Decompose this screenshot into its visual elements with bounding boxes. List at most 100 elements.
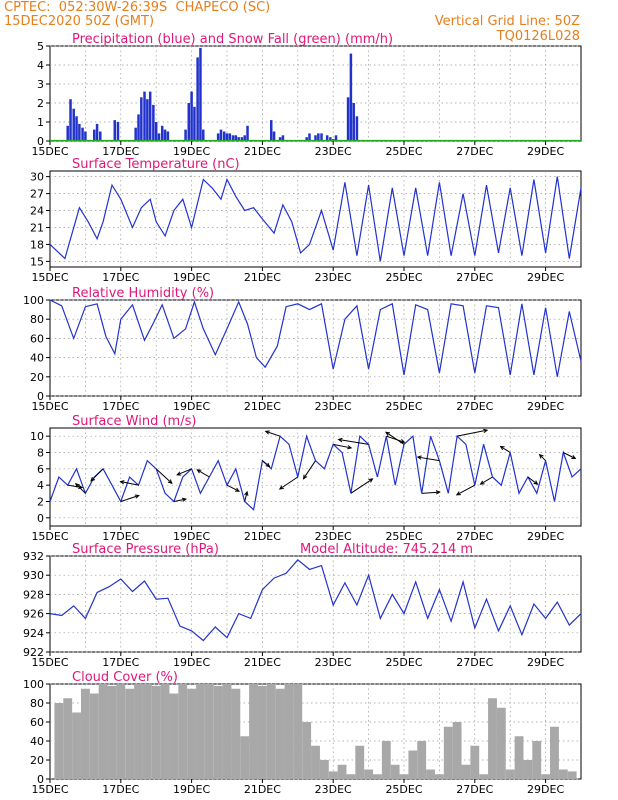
bar xyxy=(558,769,568,779)
bar xyxy=(187,688,197,779)
x-tick-label: 21DEC xyxy=(244,656,281,669)
bar xyxy=(257,685,267,779)
wind-arrowhead xyxy=(337,437,343,443)
vertical-grid-label: Vertical Grid Line: 50Z xyxy=(434,14,580,29)
x-tick-label: 21DEC xyxy=(244,145,281,158)
series-line xyxy=(49,558,582,642)
y-tick-label: 30 xyxy=(30,171,44,184)
bar xyxy=(98,684,108,779)
bar xyxy=(417,741,427,779)
wind-arrowhead xyxy=(234,487,241,492)
bar xyxy=(270,120,273,141)
bar xyxy=(302,722,312,779)
x-tick-label: 27DEC xyxy=(456,400,493,413)
bar xyxy=(426,769,435,779)
bar xyxy=(237,137,240,141)
wind-arrowhead xyxy=(244,490,249,496)
x-tick-label: 27DEC xyxy=(456,271,493,284)
wind-arrowhead xyxy=(455,491,461,496)
y-tick-label: 100 xyxy=(23,678,44,691)
wind-vector xyxy=(197,469,210,478)
wind-vector xyxy=(90,468,104,482)
bar xyxy=(72,712,81,779)
bar xyxy=(408,750,418,779)
panel-title: Cloud Cover (%) xyxy=(72,670,178,685)
bar xyxy=(178,684,188,779)
wind-vector xyxy=(338,439,369,445)
wind-vector xyxy=(500,446,511,453)
x-tick-label: 19DEC xyxy=(173,145,210,158)
bar xyxy=(550,726,559,779)
x-tick-label: 27DEC xyxy=(456,530,493,543)
bar xyxy=(496,707,506,779)
bar xyxy=(452,722,462,779)
x-tick-label: 25DEC xyxy=(385,145,422,158)
y-tick-label: 928 xyxy=(23,588,44,601)
bar xyxy=(488,698,497,779)
wind-arrowhead xyxy=(90,476,96,482)
bar xyxy=(81,127,84,141)
bar xyxy=(190,91,193,141)
bar xyxy=(373,774,382,779)
bar xyxy=(275,688,285,779)
panel-frame xyxy=(49,299,582,397)
bar xyxy=(157,133,161,141)
x-tick-label: 29DEC xyxy=(527,271,564,284)
bar xyxy=(166,131,170,141)
y-tick-label: 20 xyxy=(30,371,44,384)
y-tick-label: 2 xyxy=(37,496,44,509)
bar xyxy=(314,135,317,141)
wind-vector xyxy=(279,476,299,490)
x-tick-label: 21DEC xyxy=(244,400,281,413)
bar xyxy=(317,133,320,141)
x-tick-label: 19DEC xyxy=(173,783,210,796)
x-tick-label: 27DEC xyxy=(456,656,493,669)
wind-vector xyxy=(155,468,173,484)
bar xyxy=(308,133,311,141)
bar xyxy=(505,769,515,779)
y-tick-label: 922 xyxy=(23,646,44,659)
bar xyxy=(329,137,332,141)
x-tick-label: 23DEC xyxy=(315,271,352,284)
wind-arrowhead xyxy=(499,445,505,451)
wind-arrowhead xyxy=(278,485,284,490)
bar xyxy=(154,122,158,141)
bar xyxy=(184,129,187,141)
panel-title: Surface Temperature (nC) xyxy=(72,157,240,172)
bar xyxy=(443,726,453,779)
wind-vector xyxy=(350,478,373,494)
x-tick-label: 17DEC xyxy=(102,400,139,413)
bar xyxy=(75,116,78,141)
wind-arrowhead xyxy=(483,428,489,434)
x-tick-label: 27DEC xyxy=(456,145,493,158)
wind-arrowhead xyxy=(176,471,182,476)
bar xyxy=(228,133,232,141)
x-tick-label: 23DEC xyxy=(315,783,352,796)
y-tick-label: 80 xyxy=(30,313,44,326)
bar xyxy=(240,736,250,779)
bar xyxy=(334,135,338,141)
bar xyxy=(319,760,329,779)
bar xyxy=(364,769,374,779)
wind-arrowhead xyxy=(347,445,353,450)
bar xyxy=(72,108,75,141)
bar xyxy=(349,53,353,141)
x-tick-label: 15DEC xyxy=(31,271,68,284)
bar xyxy=(202,129,205,141)
bar xyxy=(325,135,329,141)
wind-vector xyxy=(456,484,476,496)
bar xyxy=(390,764,400,779)
x-tick-label: 25DEC xyxy=(385,783,422,796)
bar xyxy=(523,760,533,779)
y-tick-label: 10 xyxy=(30,430,44,443)
wind-vector xyxy=(226,484,240,492)
wind-vector xyxy=(417,456,440,462)
y-tick-label: 60 xyxy=(30,332,44,345)
panel-annotation: Model Altitude: 745.214 m xyxy=(300,542,473,557)
x-tick-label: 15DEC xyxy=(31,400,68,413)
bar xyxy=(160,125,164,141)
wind-vector xyxy=(173,498,186,502)
bar xyxy=(146,99,149,141)
bar xyxy=(514,736,524,779)
bar xyxy=(143,91,146,141)
